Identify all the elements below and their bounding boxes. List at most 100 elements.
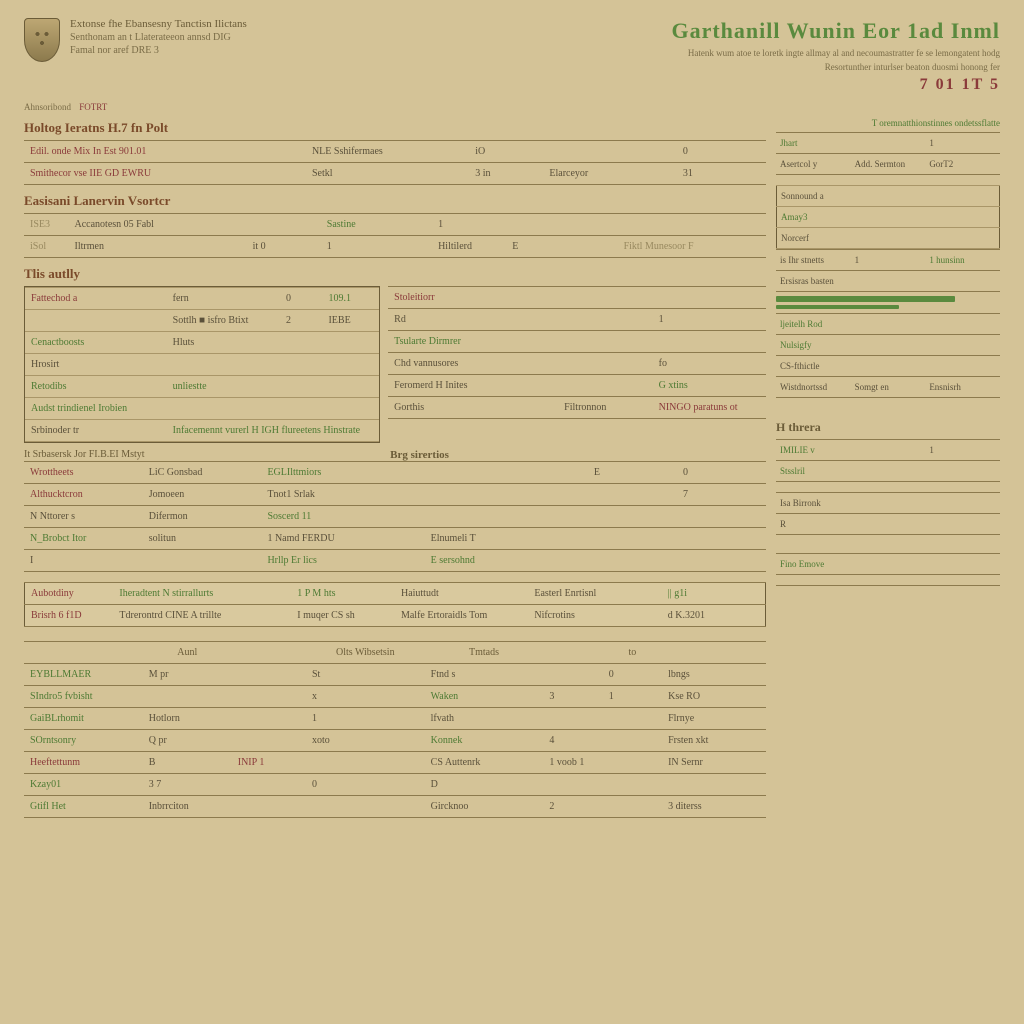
cell: Sottlh ■ isfro Btixt (167, 309, 280, 331)
cell (232, 795, 306, 817)
col-head (232, 641, 306, 663)
cell: Hluts (167, 331, 280, 353)
table-row: Feromerd H Inites G xtins (388, 374, 766, 396)
cell (653, 286, 766, 308)
cell (653, 330, 766, 352)
side-section-4-title: H threra (776, 420, 1000, 435)
cell (851, 132, 926, 153)
cell: 1 (925, 132, 1000, 153)
cell (851, 553, 926, 574)
cell (776, 481, 851, 492)
cell (588, 527, 677, 549)
cell: Feromerd H Inites (388, 374, 558, 396)
cell: 1 (432, 213, 506, 235)
cell: lbngs (662, 663, 766, 685)
cell: 1 (321, 235, 432, 257)
cell (543, 140, 677, 162)
cell (425, 483, 588, 505)
cell: ISE3 (24, 213, 69, 235)
table-row: Chd vannusoresfo (388, 352, 766, 374)
cell: Haiuttudt (395, 582, 528, 604)
cell: Malfe Ertoraidls Tom (395, 604, 528, 626)
cell: 1 (603, 685, 662, 707)
cell: Konnek (425, 729, 544, 751)
cell: Infacemennt vurerl H IGH flureetens Hins… (167, 419, 380, 441)
table-row: GaiBLrhomitHotlorn1lfvathFlrnye (24, 707, 766, 729)
table-row: is Ihr stnetts11 hunsinn (776, 249, 1000, 270)
cell (851, 313, 926, 334)
cell: Elnumeli T (425, 527, 588, 549)
table-row: Asertcol yAdd. SermtonGorT2 (776, 153, 1000, 174)
cell: 4 (543, 729, 602, 751)
cell: 0 (677, 461, 766, 483)
cell: 0 (306, 773, 425, 795)
cell: Stoleitiorr (388, 286, 558, 308)
cell: N Nttorer s (24, 505, 143, 527)
cell (280, 375, 379, 397)
cell: IEBE (322, 309, 379, 331)
side-bars (776, 292, 1000, 313)
table-row: Kzay013 70D (24, 773, 766, 795)
cell: Fino Emove (776, 553, 851, 574)
header-right: Garthanill Wunin Eor 1ad Inml Hatenk wum… (671, 18, 1000, 94)
cell (925, 313, 1000, 334)
cell: Cenactboosts (25, 331, 167, 353)
cell: Amay3 (777, 206, 889, 227)
cell: fern (167, 287, 280, 309)
cell: 7 (677, 483, 766, 505)
col-head: Tmtads (425, 641, 544, 663)
cell: solitun (143, 527, 262, 549)
cell (618, 213, 766, 235)
cell: G xtins (653, 374, 766, 396)
cell: Frsten xkt (662, 729, 766, 751)
cell (232, 729, 306, 751)
col-head (543, 641, 602, 663)
cell: fo (653, 352, 766, 374)
cell (677, 505, 766, 527)
cell (247, 162, 306, 184)
cell (851, 270, 926, 291)
col-head: Aunl (143, 641, 232, 663)
cell (851, 574, 926, 585)
side-top-label: T oremnatthionstinnes ondetssflatte (776, 118, 1000, 128)
document-code: 7 01 1T 5 (671, 76, 1000, 94)
cell (543, 663, 602, 685)
col-head: Olts Wibsetsin (306, 641, 425, 663)
cell (425, 461, 588, 483)
cell: E (506, 235, 617, 257)
document-title: Garthanill Wunin Eor 1ad Inml (671, 18, 1000, 44)
cell: 1 (925, 439, 1000, 460)
cell (143, 549, 262, 571)
table-row: Sottlh ■ isfro Btixt2IEBE (25, 309, 379, 331)
table-row: Nulsigfy (776, 334, 1000, 355)
bottom-table: Aunl Olts Wibsetsin Tmtads to EYBLLMAERM… (24, 641, 766, 818)
cell: SOrntsonry (24, 729, 143, 751)
cell (851, 513, 926, 534)
cell (603, 773, 662, 795)
cell: 3 (543, 685, 602, 707)
cell (543, 707, 602, 729)
cell: Iheradtent N stirrallurts (113, 582, 291, 604)
cell (603, 795, 662, 817)
cell: I muqer CS sh (291, 604, 395, 626)
cell: Tsularte Dirmrer (388, 330, 558, 352)
cell (558, 374, 652, 396)
table-row: AlthucktcronJomoeenTnot1 Srlak7 (24, 483, 766, 505)
cell (677, 527, 766, 549)
cell: CS Auttenrk (425, 751, 544, 773)
summary-table: AubotdinyIheradtent N stirrallurts1 P M … (24, 582, 766, 627)
col-head: to (603, 641, 662, 663)
cell: 3 in (469, 162, 543, 184)
table-row: Norcerf (777, 227, 1000, 248)
cell: Setkl (306, 162, 469, 184)
cell: 0 (280, 287, 322, 309)
table-row: Srbinoder trInfacemennt vurerl H IGH flu… (25, 419, 379, 441)
table-row: IMILIE v1 (776, 439, 1000, 460)
section-3-title: Tlis autlly (24, 266, 766, 282)
cell: Hrllp Er lics (261, 549, 424, 571)
cell (306, 795, 425, 817)
cell: 31 (677, 162, 766, 184)
cell: LiC Gonsbad (143, 461, 262, 483)
cell: M pr (143, 663, 232, 685)
table-row: Gtifl HetInbrrcitonGircknoo23 diterss (24, 795, 766, 817)
